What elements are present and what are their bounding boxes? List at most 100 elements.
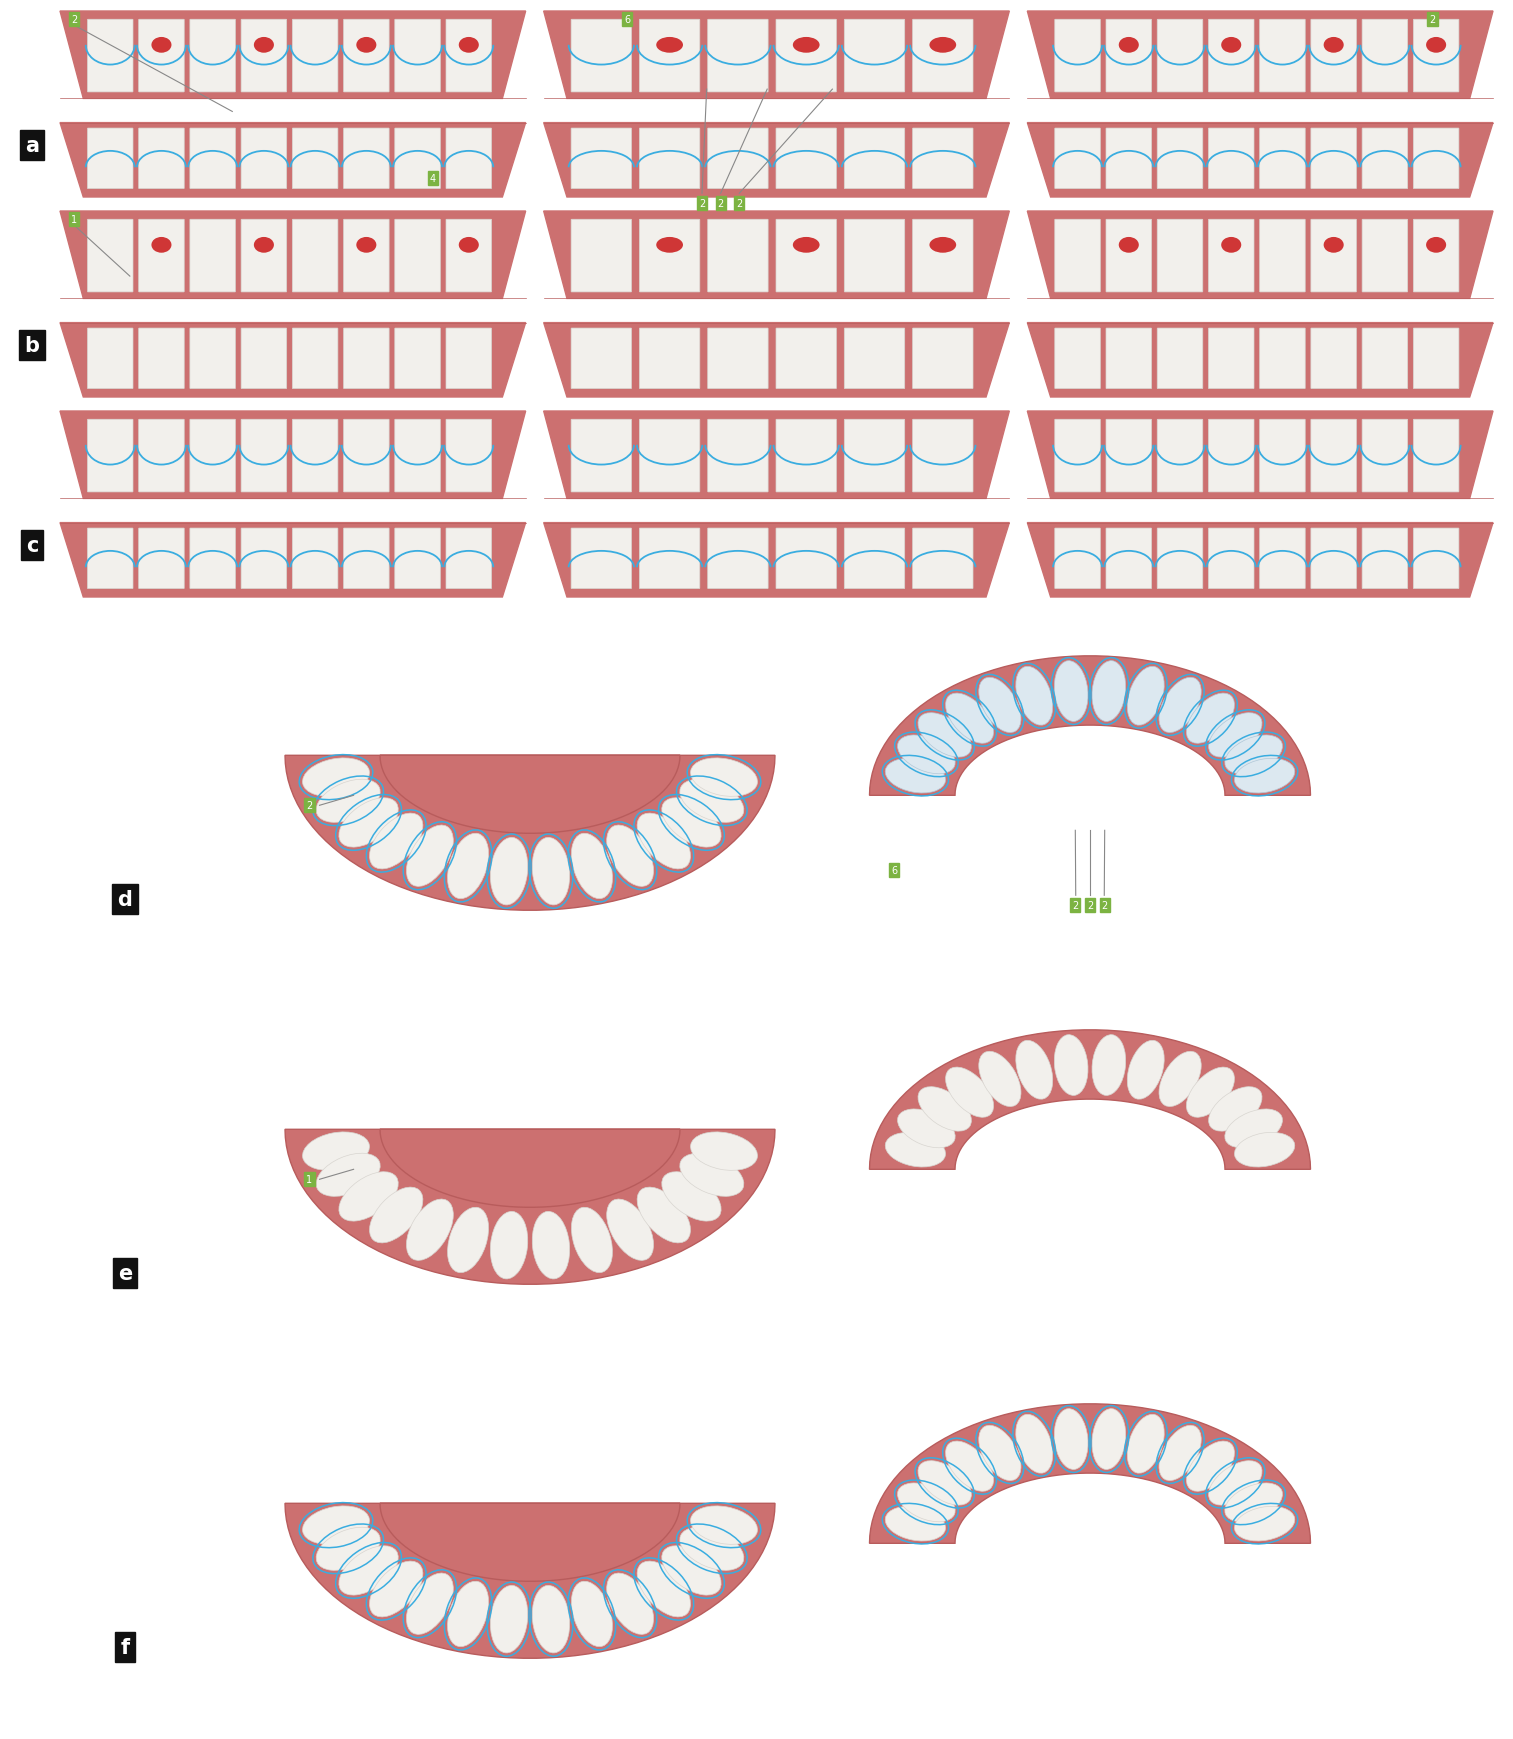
- Ellipse shape: [885, 1132, 946, 1167]
- Ellipse shape: [946, 1442, 994, 1492]
- Ellipse shape: [690, 1132, 758, 1170]
- Ellipse shape: [316, 779, 380, 823]
- Ellipse shape: [1159, 1426, 1201, 1480]
- FancyBboxPatch shape: [1362, 421, 1407, 492]
- FancyBboxPatch shape: [1362, 21, 1407, 92]
- FancyBboxPatch shape: [708, 329, 769, 390]
- FancyBboxPatch shape: [708, 421, 769, 492]
- Ellipse shape: [637, 1188, 690, 1243]
- FancyBboxPatch shape: [88, 129, 133, 190]
- Ellipse shape: [929, 238, 956, 254]
- FancyBboxPatch shape: [776, 529, 837, 590]
- Polygon shape: [1027, 323, 1493, 398]
- Ellipse shape: [897, 1483, 955, 1522]
- Text: 2: 2: [737, 200, 743, 209]
- FancyBboxPatch shape: [1209, 329, 1254, 390]
- Ellipse shape: [1127, 668, 1163, 725]
- Ellipse shape: [369, 1188, 422, 1243]
- FancyBboxPatch shape: [912, 329, 973, 390]
- Ellipse shape: [533, 1586, 570, 1654]
- Ellipse shape: [151, 238, 171, 254]
- Ellipse shape: [448, 1581, 489, 1647]
- Ellipse shape: [661, 1172, 722, 1221]
- FancyBboxPatch shape: [1310, 21, 1357, 92]
- FancyBboxPatch shape: [640, 221, 701, 292]
- FancyBboxPatch shape: [292, 529, 337, 590]
- Text: 2: 2: [306, 802, 313, 810]
- Ellipse shape: [407, 1200, 454, 1261]
- FancyBboxPatch shape: [292, 129, 337, 190]
- FancyBboxPatch shape: [1055, 421, 1100, 492]
- FancyBboxPatch shape: [640, 329, 701, 390]
- FancyBboxPatch shape: [640, 21, 701, 92]
- Text: 2: 2: [1430, 16, 1436, 24]
- FancyBboxPatch shape: [446, 529, 492, 590]
- Ellipse shape: [1324, 38, 1344, 54]
- Text: a: a: [26, 136, 39, 157]
- FancyBboxPatch shape: [1260, 329, 1306, 390]
- FancyBboxPatch shape: [446, 421, 492, 492]
- FancyBboxPatch shape: [343, 221, 389, 292]
- Text: d: d: [118, 889, 133, 909]
- FancyBboxPatch shape: [343, 21, 389, 92]
- FancyBboxPatch shape: [570, 529, 631, 590]
- Ellipse shape: [339, 1546, 398, 1595]
- FancyBboxPatch shape: [343, 129, 389, 190]
- Ellipse shape: [885, 1506, 946, 1541]
- Ellipse shape: [339, 1172, 398, 1221]
- FancyBboxPatch shape: [1260, 221, 1306, 292]
- Ellipse shape: [661, 798, 722, 847]
- FancyBboxPatch shape: [292, 221, 337, 292]
- FancyBboxPatch shape: [191, 221, 236, 292]
- FancyBboxPatch shape: [446, 329, 492, 390]
- Polygon shape: [61, 523, 525, 598]
- Ellipse shape: [1127, 1040, 1163, 1099]
- Text: c: c: [26, 536, 38, 555]
- Ellipse shape: [490, 1586, 528, 1654]
- FancyBboxPatch shape: [1106, 221, 1151, 292]
- Polygon shape: [284, 756, 775, 911]
- FancyBboxPatch shape: [1310, 329, 1357, 390]
- Ellipse shape: [303, 1132, 369, 1170]
- Text: 6: 6: [625, 16, 631, 24]
- FancyBboxPatch shape: [1413, 129, 1459, 190]
- FancyBboxPatch shape: [844, 129, 905, 190]
- FancyBboxPatch shape: [1362, 329, 1407, 390]
- Ellipse shape: [637, 814, 690, 870]
- FancyBboxPatch shape: [343, 329, 389, 390]
- FancyBboxPatch shape: [446, 129, 492, 190]
- FancyBboxPatch shape: [139, 329, 185, 390]
- Ellipse shape: [946, 694, 994, 744]
- Ellipse shape: [369, 1562, 422, 1617]
- Ellipse shape: [1226, 1109, 1283, 1148]
- FancyBboxPatch shape: [708, 529, 769, 590]
- Ellipse shape: [1186, 694, 1235, 744]
- Ellipse shape: [1127, 1414, 1163, 1473]
- Ellipse shape: [572, 1581, 613, 1647]
- Ellipse shape: [490, 1212, 528, 1280]
- FancyBboxPatch shape: [1055, 221, 1100, 292]
- Text: 2: 2: [1086, 901, 1092, 911]
- Ellipse shape: [1427, 38, 1446, 54]
- Text: 4: 4: [430, 174, 436, 184]
- Ellipse shape: [1209, 1087, 1262, 1132]
- FancyBboxPatch shape: [1106, 421, 1151, 492]
- Text: 2: 2: [71, 16, 77, 24]
- FancyBboxPatch shape: [1362, 529, 1407, 590]
- FancyBboxPatch shape: [776, 221, 837, 292]
- FancyBboxPatch shape: [1310, 129, 1357, 190]
- FancyBboxPatch shape: [139, 129, 185, 190]
- Polygon shape: [61, 412, 525, 499]
- FancyBboxPatch shape: [1209, 129, 1254, 190]
- Polygon shape: [543, 412, 1009, 499]
- FancyBboxPatch shape: [1362, 129, 1407, 190]
- Ellipse shape: [607, 826, 654, 887]
- FancyBboxPatch shape: [1310, 529, 1357, 590]
- FancyBboxPatch shape: [139, 529, 185, 590]
- Text: b: b: [24, 336, 39, 356]
- FancyBboxPatch shape: [191, 129, 236, 190]
- Polygon shape: [1027, 523, 1493, 598]
- Ellipse shape: [637, 1562, 690, 1617]
- Ellipse shape: [458, 38, 478, 54]
- FancyBboxPatch shape: [570, 329, 631, 390]
